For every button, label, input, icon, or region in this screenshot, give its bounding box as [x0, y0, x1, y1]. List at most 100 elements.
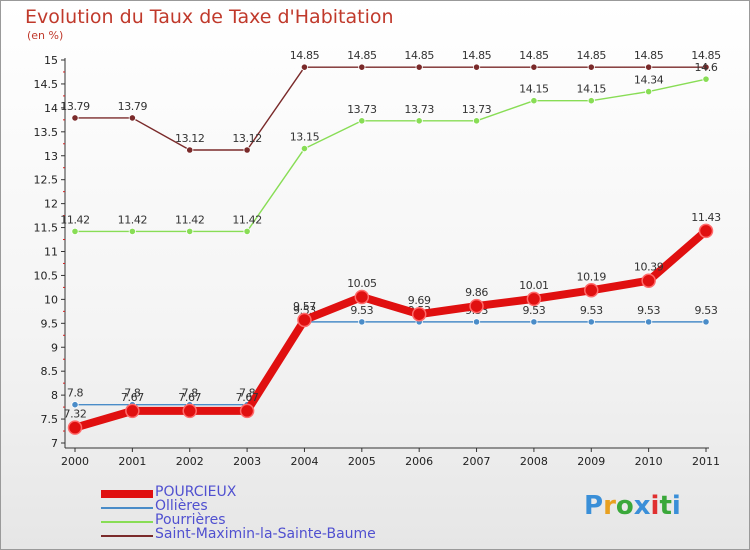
data-point	[645, 87, 653, 96]
data-label: 7.67	[178, 391, 201, 404]
data-point	[472, 117, 481, 125]
data-label: 11.42	[60, 213, 90, 226]
data-point	[530, 63, 538, 71]
data-point	[469, 298, 484, 314]
data-label: 14.85	[634, 49, 664, 62]
data-point	[530, 97, 538, 105]
data-point	[354, 289, 370, 305]
data-point	[415, 117, 423, 125]
data-point	[411, 306, 427, 322]
data-point	[702, 75, 710, 83]
y-tick-label: 13	[44, 150, 58, 163]
data-label: 7.67	[121, 391, 144, 404]
x-tick-label: 2008	[520, 455, 548, 468]
data-label: 9.86	[465, 286, 488, 299]
data-label: 7.67	[236, 391, 259, 404]
data-point	[472, 318, 481, 326]
data-label: 14.85	[462, 49, 492, 62]
data-label: 13.12	[232, 132, 262, 145]
logo-letter: t	[659, 491, 672, 521]
legend-label: Ollières	[155, 498, 208, 514]
data-label: 13.79	[118, 100, 148, 113]
data-label: 13.79	[60, 100, 90, 113]
data-point	[182, 403, 197, 419]
data-point	[243, 227, 251, 235]
data-label: 9.57	[293, 300, 316, 313]
data-point	[587, 318, 595, 326]
data-point	[186, 227, 194, 235]
data-point	[125, 403, 140, 419]
data-point	[239, 403, 255, 419]
y-tick-label: 8	[51, 389, 58, 402]
data-label: 10.05	[347, 277, 377, 290]
logo-letter: i	[650, 491, 660, 521]
data-label: 13.12	[175, 132, 205, 145]
data-point	[186, 146, 194, 154]
y-tick-label: 11.5	[34, 222, 59, 235]
logo-letter: i	[671, 491, 681, 521]
logo-letter: r	[603, 491, 616, 521]
data-label: 14.85	[347, 49, 377, 62]
data-label: 10.19	[577, 270, 607, 283]
data-label: 11.42	[175, 213, 205, 226]
data-point	[645, 63, 653, 71]
series-line	[74, 321, 707, 406]
data-label: 13.73	[404, 103, 434, 116]
data-label: 14.85	[290, 49, 320, 62]
data-label: 14.15	[519, 83, 549, 96]
y-tick-label: 12	[44, 198, 58, 211]
logo-letter: o	[615, 491, 634, 521]
series-line	[74, 78, 707, 233]
data-label: 10.01	[519, 279, 549, 292]
legend-swatch	[101, 507, 153, 509]
y-tick-label: 8.5	[41, 365, 59, 378]
chart-subtitle: (en %)	[27, 29, 64, 42]
y-tick-label: 10	[44, 293, 58, 306]
legend-label: POURCIEUX	[155, 484, 237, 500]
x-tick-label: 2009	[577, 455, 605, 468]
y-tick-label: 15	[44, 54, 58, 67]
y-tick-label: 10.5	[34, 269, 59, 282]
y-tick-label: 9	[51, 341, 58, 354]
data-label: 7.8	[67, 387, 84, 400]
x-tick-label: 2004	[290, 455, 318, 468]
data-point	[641, 273, 656, 288]
data-label: 13.73	[462, 103, 492, 116]
data-point	[415, 63, 423, 71]
data-label: 9.53	[580, 304, 603, 317]
data-point	[358, 318, 366, 326]
data-point	[587, 63, 595, 71]
data-point	[702, 318, 710, 326]
data-label: 10.39	[634, 261, 664, 274]
data-label: 7.8	[124, 387, 141, 400]
x-tick-label: 2002	[176, 455, 204, 468]
data-point	[243, 146, 251, 154]
data-point	[702, 63, 710, 71]
data-label: 9.69	[408, 294, 431, 307]
y-tick-label: 12.5	[34, 174, 59, 187]
data-label: 11.42	[118, 213, 148, 226]
data-point	[472, 63, 481, 71]
data-label: 14.85	[519, 49, 549, 62]
data-point	[71, 114, 79, 122]
data-label: 14.85	[577, 49, 607, 62]
data-label: 14.34	[634, 74, 664, 87]
data-label: 13.15	[290, 131, 320, 144]
data-point	[358, 63, 366, 71]
data-point	[587, 97, 595, 105]
data-point	[297, 312, 312, 328]
x-tick-label: 2000	[61, 455, 89, 468]
x-tick-label: 2007	[463, 455, 491, 468]
data-label: 14.15	[577, 83, 607, 96]
data-point	[71, 227, 79, 235]
data-point	[128, 114, 136, 122]
data-label: 7.8	[182, 387, 199, 400]
y-tick-label: 14.5	[34, 78, 59, 91]
x-tick-label: 2005	[348, 455, 376, 468]
y-tick-label: 7	[51, 437, 58, 450]
data-label: 13.73	[347, 103, 377, 116]
proxiti-logo: Proxiti	[584, 491, 681, 521]
y-tick-label: 7.5	[41, 413, 59, 426]
